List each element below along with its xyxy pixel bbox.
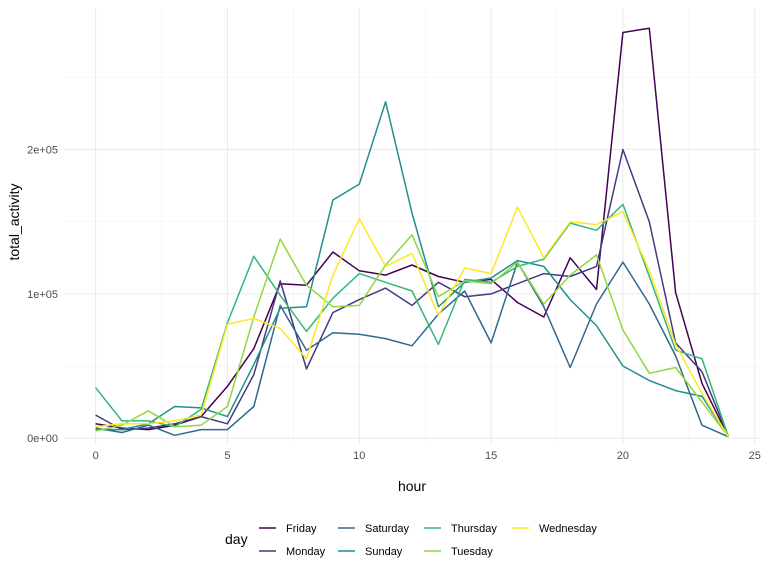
legend-title: day — [225, 531, 248, 547]
x-tick-labels: 0 5 10 15 20 25 — [93, 450, 761, 462]
x-tick-label: 15 — [485, 450, 497, 462]
y-axis-title: total_activity — [6, 183, 22, 260]
series-line-thursday — [95, 203, 730, 438]
grid — [64, 8, 760, 444]
x-tick-label: 10 — [353, 450, 365, 462]
series-line-saturday — [95, 261, 729, 438]
x-tick-label: 5 — [224, 450, 230, 462]
y-tick-label: 0e+00 — [27, 433, 58, 445]
legend-label-wednesday: Wednesday — [539, 523, 597, 535]
y-tick-label: 2e+05 — [27, 144, 58, 156]
y-tick-labels: 0e+00 1e+05 2e+05 — [27, 144, 58, 445]
x-axis-title: hour — [398, 478, 426, 494]
legend: day Friday Saturday Thursday Wednesday Monda… — [225, 523, 597, 558]
legend-label-friday: Friday — [286, 523, 317, 535]
x-tick-label: 20 — [617, 450, 629, 462]
x-tick-label: 0 — [93, 450, 99, 462]
series-line-monday — [95, 148, 730, 438]
series-line-wednesday — [95, 206, 730, 438]
legend-label-monday: Monday — [286, 546, 326, 558]
series-line-tuesday — [95, 233, 729, 438]
legend-label-thursday: Thursday — [451, 523, 497, 535]
y-tick-label: 1e+05 — [27, 289, 58, 301]
x-tick-label: 25 — [749, 450, 761, 462]
legend-label-saturday: Saturday — [365, 523, 410, 535]
legend-label-sunday: Sunday — [365, 546, 403, 558]
series-lines — [95, 27, 730, 438]
legend-label-tuesday: Tuesday — [451, 546, 493, 558]
